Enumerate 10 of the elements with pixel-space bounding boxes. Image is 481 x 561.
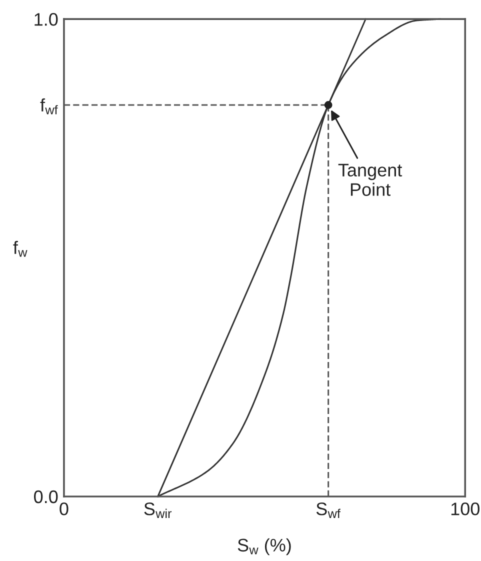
y-tick-label: 0.0 <box>34 490 58 504</box>
x-tick-label: 100 <box>451 502 480 516</box>
x-tick-label: S$_{wf}$ <box>316 502 340 518</box>
y-tick-label: f$_{wf}$ <box>40 98 58 114</box>
x-tick-label: 0 <box>60 502 68 516</box>
annotation: Tangent Point <box>338 164 402 196</box>
x-tick-label: S$_{wir}$ <box>144 502 172 518</box>
x-axis-title: S$_{w}$ (%) <box>238 538 291 556</box>
y-tick-label: 1.0 <box>34 13 58 26</box>
y-axis-title: f$_{w}$ <box>13 240 28 257</box>
